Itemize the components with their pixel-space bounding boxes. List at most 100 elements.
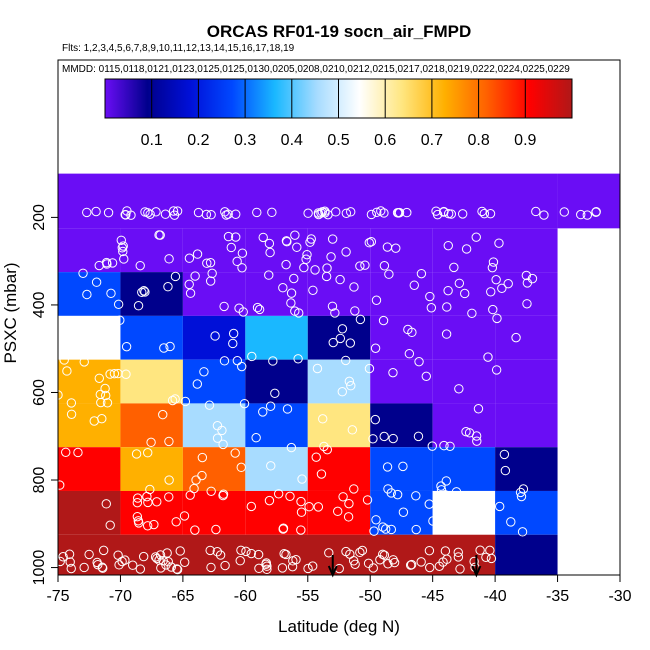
data-point — [145, 209, 155, 219]
data-point — [446, 209, 457, 219]
data-point — [142, 521, 153, 531]
data-point — [230, 448, 240, 458]
data-point — [191, 475, 201, 485]
data-point — [308, 285, 318, 295]
data-point — [346, 381, 356, 391]
data-point — [427, 441, 437, 451]
data-point — [138, 551, 149, 562]
heatmap-cell — [182, 359, 246, 404]
colorbar-tick-label: 0.7 — [421, 132, 443, 149]
data-point — [559, 207, 569, 217]
data-point — [164, 436, 174, 447]
data-point — [439, 440, 449, 451]
data-point — [319, 441, 329, 452]
data-point — [282, 404, 293, 414]
data-point — [481, 552, 491, 562]
data-point — [313, 209, 324, 220]
data-point — [150, 552, 161, 562]
data-point — [522, 299, 532, 309]
heatmap-cell — [58, 359, 121, 404]
data-point — [170, 271, 181, 282]
data-point — [281, 259, 291, 270]
data-point — [100, 383, 110, 394]
data-point — [155, 230, 165, 240]
data-point — [539, 210, 549, 220]
data-point — [252, 302, 263, 313]
data-point — [386, 524, 397, 535]
data-point — [304, 502, 314, 512]
data-point — [277, 563, 288, 573]
data-point — [266, 461, 276, 471]
data-point — [492, 313, 502, 324]
data-point — [364, 363, 375, 374]
data-point — [114, 560, 124, 570]
x-tick-label: -70 — [109, 588, 132, 605]
data-point — [73, 447, 83, 458]
data-point — [246, 501, 257, 512]
data-point — [287, 561, 298, 572]
data-point — [467, 308, 477, 318]
data-point — [161, 560, 171, 570]
data-point — [121, 210, 131, 220]
data-point — [135, 260, 145, 271]
data-point — [143, 497, 153, 508]
data-point — [102, 398, 113, 408]
x-tick-label: -40 — [484, 588, 507, 605]
data-point — [82, 207, 92, 218]
data-point — [172, 564, 182, 574]
data-point — [494, 238, 504, 248]
heatmap-cell — [495, 315, 558, 360]
data-point — [486, 553, 497, 564]
x-axis: -75 -70 -65 -60 -55 -50 -45 -40 -35 -30 — [46, 575, 632, 605]
data-point — [231, 232, 241, 242]
data-point — [118, 246, 128, 257]
data-point — [350, 559, 360, 569]
data-point — [425, 291, 435, 302]
data-point — [251, 433, 261, 443]
data-point — [344, 498, 354, 509]
data-point — [409, 280, 419, 290]
data-point — [370, 343, 381, 353]
data-point — [414, 356, 424, 367]
data-point — [388, 433, 398, 444]
data-point — [434, 496, 444, 506]
data-point — [393, 208, 404, 218]
data-point — [65, 557, 75, 567]
data-point — [236, 545, 246, 555]
data-point — [163, 282, 173, 292]
y-tick-label: 400 — [31, 291, 48, 318]
heatmap-cell — [120, 315, 183, 360]
data-point — [370, 414, 380, 425]
data-point — [119, 254, 129, 264]
data-point — [278, 524, 288, 534]
data-point — [341, 355, 351, 366]
data-point — [486, 287, 496, 297]
data-point — [341, 208, 352, 218]
data-point — [383, 559, 393, 569]
dates-line: MMDD: 0115,0118,0121,0123,0125,0125,0130… — [62, 64, 570, 75]
heatmap-cell — [432, 359, 496, 404]
data-point — [379, 208, 389, 218]
data-point — [475, 545, 485, 555]
data-point — [79, 357, 89, 367]
data-point — [212, 433, 223, 443]
data-point — [221, 210, 231, 220]
data-point — [149, 519, 159, 530]
data-point — [113, 299, 124, 310]
data-point — [297, 474, 307, 484]
data-point — [485, 208, 496, 219]
data-point — [292, 242, 302, 252]
data-point — [202, 258, 212, 268]
data-point — [170, 394, 180, 404]
heatmap-cell — [307, 315, 371, 360]
data-point — [320, 208, 330, 218]
data-point — [517, 527, 528, 537]
x-tick-label: -35 — [546, 588, 569, 605]
data-point — [483, 352, 493, 362]
data-point — [444, 519, 454, 529]
heatmap-cell — [557, 173, 620, 229]
heatmap-cell — [370, 272, 433, 316]
data-point — [180, 396, 191, 407]
data-point — [582, 210, 593, 220]
data-point — [411, 524, 421, 535]
